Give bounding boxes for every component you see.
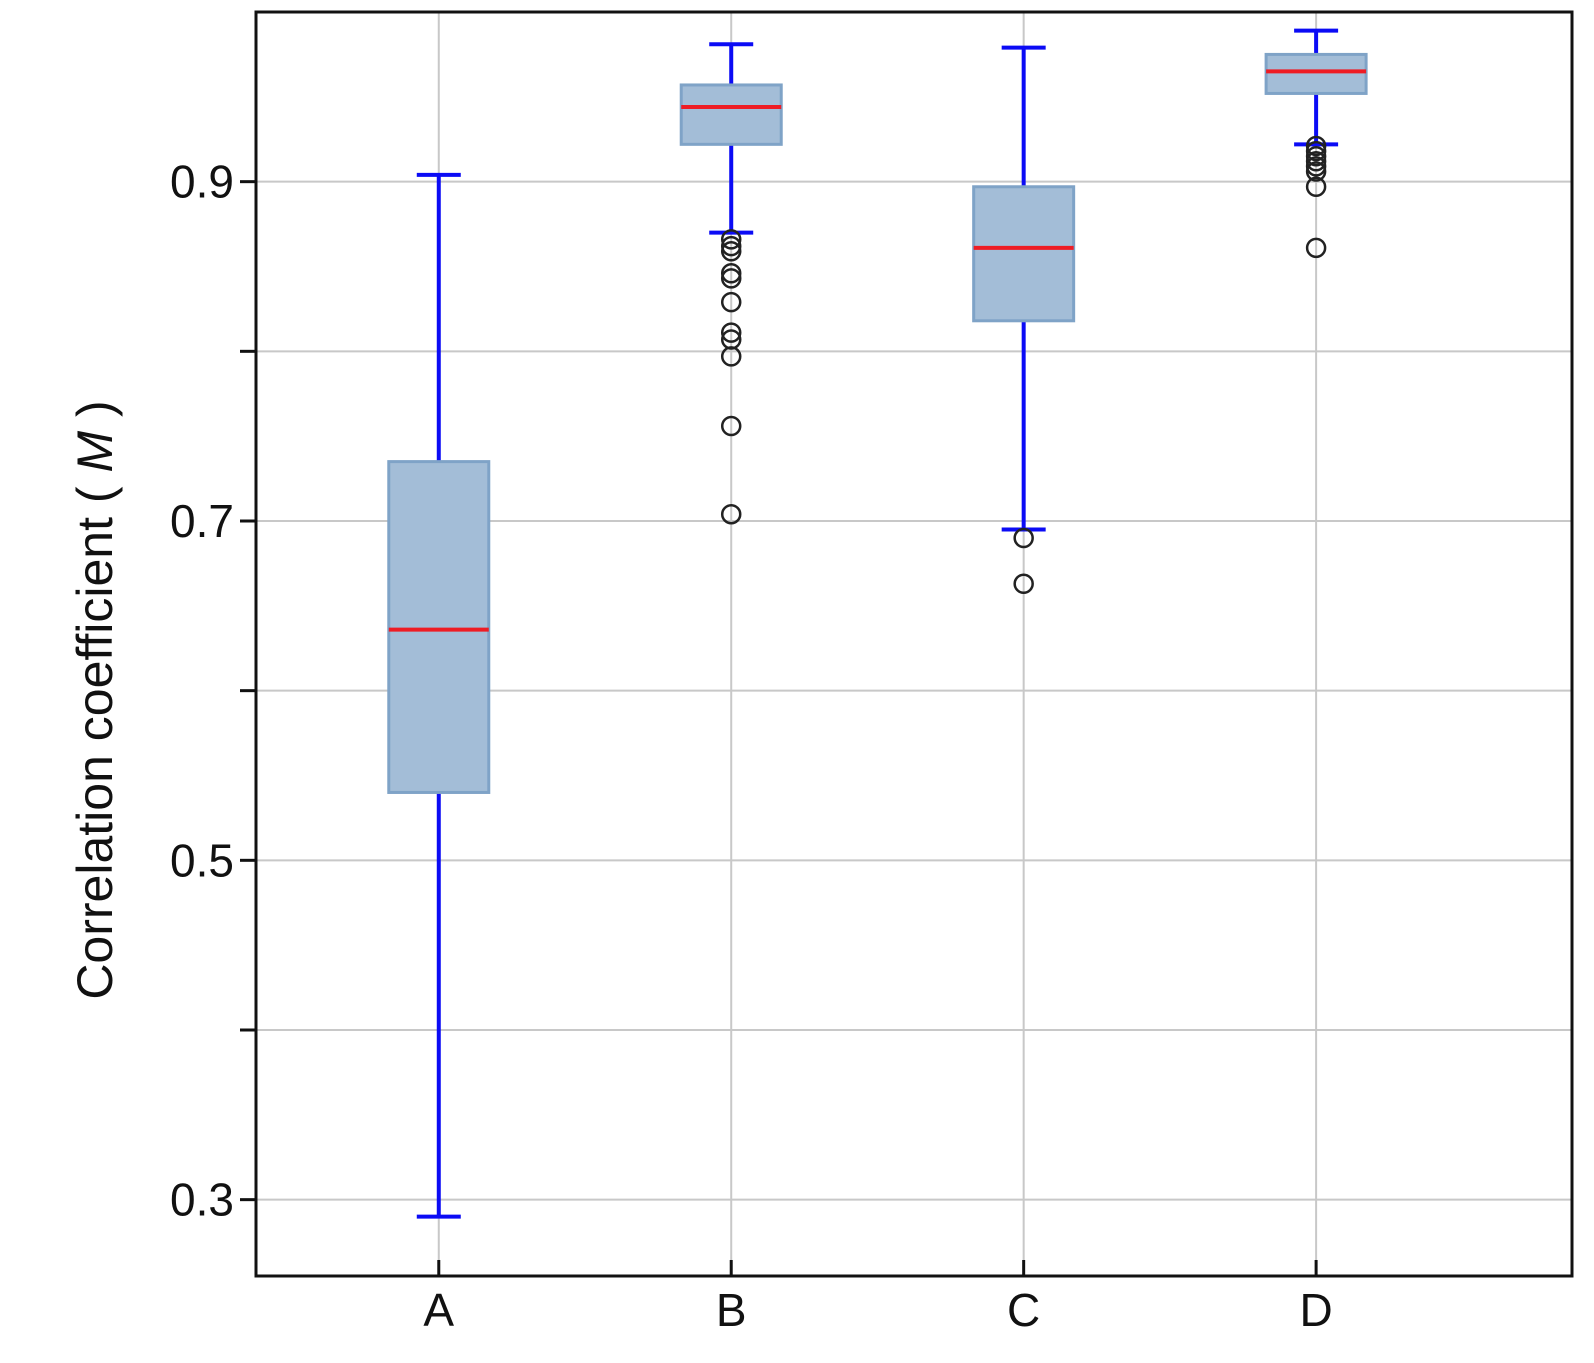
iqr-box [679, 83, 783, 146]
outlier-point [720, 235, 742, 257]
axis-layer: 0.3 0.5 0.7 0.9 A B C D [170, 10, 1574, 1336]
outlier-point [720, 415, 742, 437]
grid-layer [256, 12, 1572, 1276]
y-tick-label: 0.9 [170, 156, 234, 208]
y-tick-label: 0.7 [170, 495, 234, 547]
outlier-point [1305, 140, 1327, 162]
iqr-box [972, 185, 1076, 323]
x-tick-label: B [716, 1284, 747, 1336]
y-tick-label: 0.5 [170, 834, 234, 886]
iqr-box [387, 460, 491, 794]
plot-frame [254, 10, 1574, 1278]
x-tick-label: C [1007, 1284, 1040, 1336]
outlier-point [1013, 527, 1034, 549]
outlier-point [720, 322, 742, 343]
y-tick-label: 0.3 [170, 1174, 234, 1226]
outlier-point [720, 268, 742, 289]
box-group-b [679, 42, 783, 525]
box-group-a [387, 172, 491, 1219]
label-layer: Correlation coefficient ( M ) [67, 400, 123, 999]
outlier-point [1305, 176, 1327, 198]
outlier-point [1305, 161, 1327, 182]
outlier-point [720, 291, 742, 313]
outlier-point [1305, 145, 1327, 167]
box-group-c [972, 45, 1076, 595]
outlier-point [1305, 237, 1327, 259]
outlier-point [720, 263, 742, 284]
outlier-point [720, 229, 742, 250]
outlier-point [720, 346, 742, 367]
outlier-point [1305, 156, 1327, 177]
y-axis-label-symbol: M [67, 431, 123, 473]
box-group-d [1264, 28, 1368, 259]
box-layer [387, 28, 1368, 1219]
outlier-point [1305, 135, 1327, 157]
outlier-point [1305, 151, 1327, 172]
outlier-point [720, 503, 742, 525]
x-tick-label: D [1299, 1284, 1332, 1336]
iqr-box [1264, 52, 1368, 95]
outlier-point [720, 240, 742, 262]
y-axis-label: Correlation coefficient ( M ) [67, 400, 123, 999]
x-tick-label: A [423, 1284, 454, 1336]
y-axis-label-text: Correlation coefficient [67, 517, 123, 1000]
outlier-point [1013, 573, 1034, 595]
